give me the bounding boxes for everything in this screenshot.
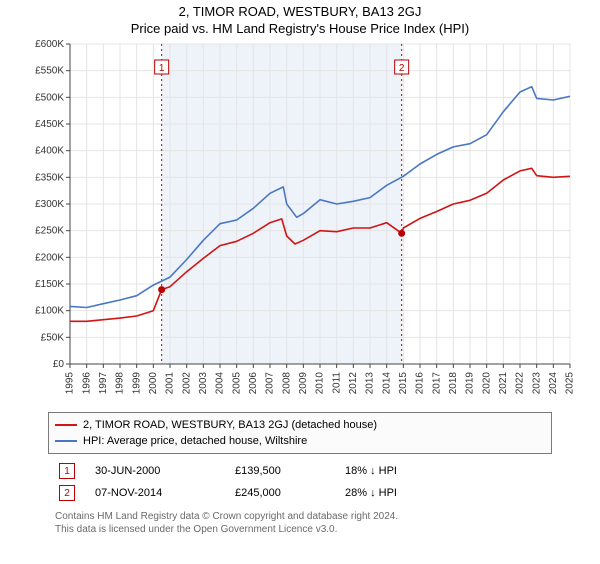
svg-text:2007: 2007 [265, 372, 276, 395]
svg-text:2002: 2002 [181, 372, 192, 395]
legend-swatch-hpi [55, 440, 77, 442]
chart-svg: £0 £50K £100K £150K £200K £250K £300K £350K £400… [20, 38, 580, 408]
marker-row: 2 07-NOV-2014 £245,000 28% ↓ HPI [55, 482, 545, 504]
svg-text:£450K: £450K [35, 119, 64, 130]
credit-line: This data is licensed under the Open Gov… [55, 524, 337, 535]
svg-text:2021: 2021 [498, 372, 509, 395]
svg-text:£0: £0 [53, 359, 65, 370]
svg-text:1998: 1998 [115, 372, 126, 395]
svg-text:£100K: £100K [35, 306, 64, 317]
svg-text:2010: 2010 [315, 372, 326, 395]
svg-text:£200K: £200K [35, 252, 64, 263]
credit-line: Contains HM Land Registry data © Crown c… [55, 511, 398, 522]
legend-text: HPI: Average price, detached house, Wilt… [83, 435, 307, 447]
svg-text:2025: 2025 [565, 372, 576, 395]
marker-price: £245,000 [235, 487, 345, 499]
svg-text:2020: 2020 [481, 372, 492, 395]
legend: 2, TIMOR ROAD, WESTBURY, BA13 2GJ (detac… [48, 412, 552, 454]
credit: Contains HM Land Registry data © Crown c… [55, 510, 545, 536]
svg-text:1997: 1997 [98, 372, 109, 395]
svg-text:£600K: £600K [35, 39, 64, 50]
svg-text:2015: 2015 [398, 372, 409, 395]
svg-text:2011: 2011 [331, 372, 342, 394]
svg-text:2024: 2024 [548, 372, 559, 395]
chart: £0 £50K £100K £150K £200K £250K £300K £350K £400… [20, 38, 580, 408]
svg-text:2005: 2005 [231, 372, 242, 395]
svg-text:2012: 2012 [348, 372, 359, 395]
marker-num-box: 2 [59, 485, 75, 501]
svg-text:1996: 1996 [81, 372, 92, 395]
svg-text:2006: 2006 [248, 372, 259, 395]
svg-text:2001: 2001 [165, 372, 176, 395]
svg-text:£300K: £300K [35, 199, 64, 210]
svg-text:2000: 2000 [148, 372, 159, 395]
svg-text:2014: 2014 [381, 372, 392, 395]
svg-text:1995: 1995 [65, 372, 76, 395]
marker-row: 1 30-JUN-2000 £139,500 18% ↓ HPI [55, 460, 545, 482]
markers-table: 1 30-JUN-2000 £139,500 18% ↓ HPI 2 07-NO… [55, 460, 545, 504]
legend-row: HPI: Average price, detached house, Wilt… [55, 433, 545, 449]
marker-diff: 18% ↓ HPI [345, 465, 465, 477]
svg-text:£400K: £400K [35, 146, 64, 157]
marker-price: £139,500 [235, 465, 345, 477]
marker-date: 30-JUN-2000 [95, 465, 235, 477]
svg-text:1999: 1999 [131, 372, 142, 395]
svg-text:2019: 2019 [465, 372, 476, 395]
svg-text:£150K: £150K [35, 279, 64, 290]
svg-text:2016: 2016 [415, 372, 426, 395]
svg-text:2013: 2013 [365, 372, 376, 395]
svg-text:£500K: £500K [35, 92, 64, 103]
page-subtitle: Price paid vs. HM Land Registry's House … [0, 21, 600, 36]
legend-row: 2, TIMOR ROAD, WESTBURY, BA13 2GJ (detac… [55, 417, 545, 433]
marker-diff: 28% ↓ HPI [345, 487, 465, 499]
svg-text:2022: 2022 [515, 372, 526, 395]
legend-text: 2, TIMOR ROAD, WESTBURY, BA13 2GJ (detac… [83, 419, 377, 431]
svg-text:2008: 2008 [281, 372, 292, 395]
svg-text:£50K: £50K [41, 332, 65, 343]
svg-text:1: 1 [159, 63, 165, 74]
svg-text:2003: 2003 [198, 372, 209, 395]
svg-text:2009: 2009 [298, 372, 309, 395]
svg-text:£250K: £250K [35, 226, 64, 237]
svg-text:2017: 2017 [431, 372, 442, 395]
svg-text:2018: 2018 [448, 372, 459, 395]
legend-swatch-price [55, 424, 77, 426]
marker-num-box: 1 [59, 463, 75, 479]
svg-text:£350K: £350K [35, 172, 64, 183]
page-title: 2, TIMOR ROAD, WESTBURY, BA13 2GJ [0, 4, 600, 19]
svg-text:£550K: £550K [35, 66, 64, 77]
svg-text:2004: 2004 [215, 372, 226, 395]
marker-date: 07-NOV-2014 [95, 487, 235, 499]
svg-text:2: 2 [399, 63, 405, 74]
svg-text:2023: 2023 [531, 372, 542, 395]
